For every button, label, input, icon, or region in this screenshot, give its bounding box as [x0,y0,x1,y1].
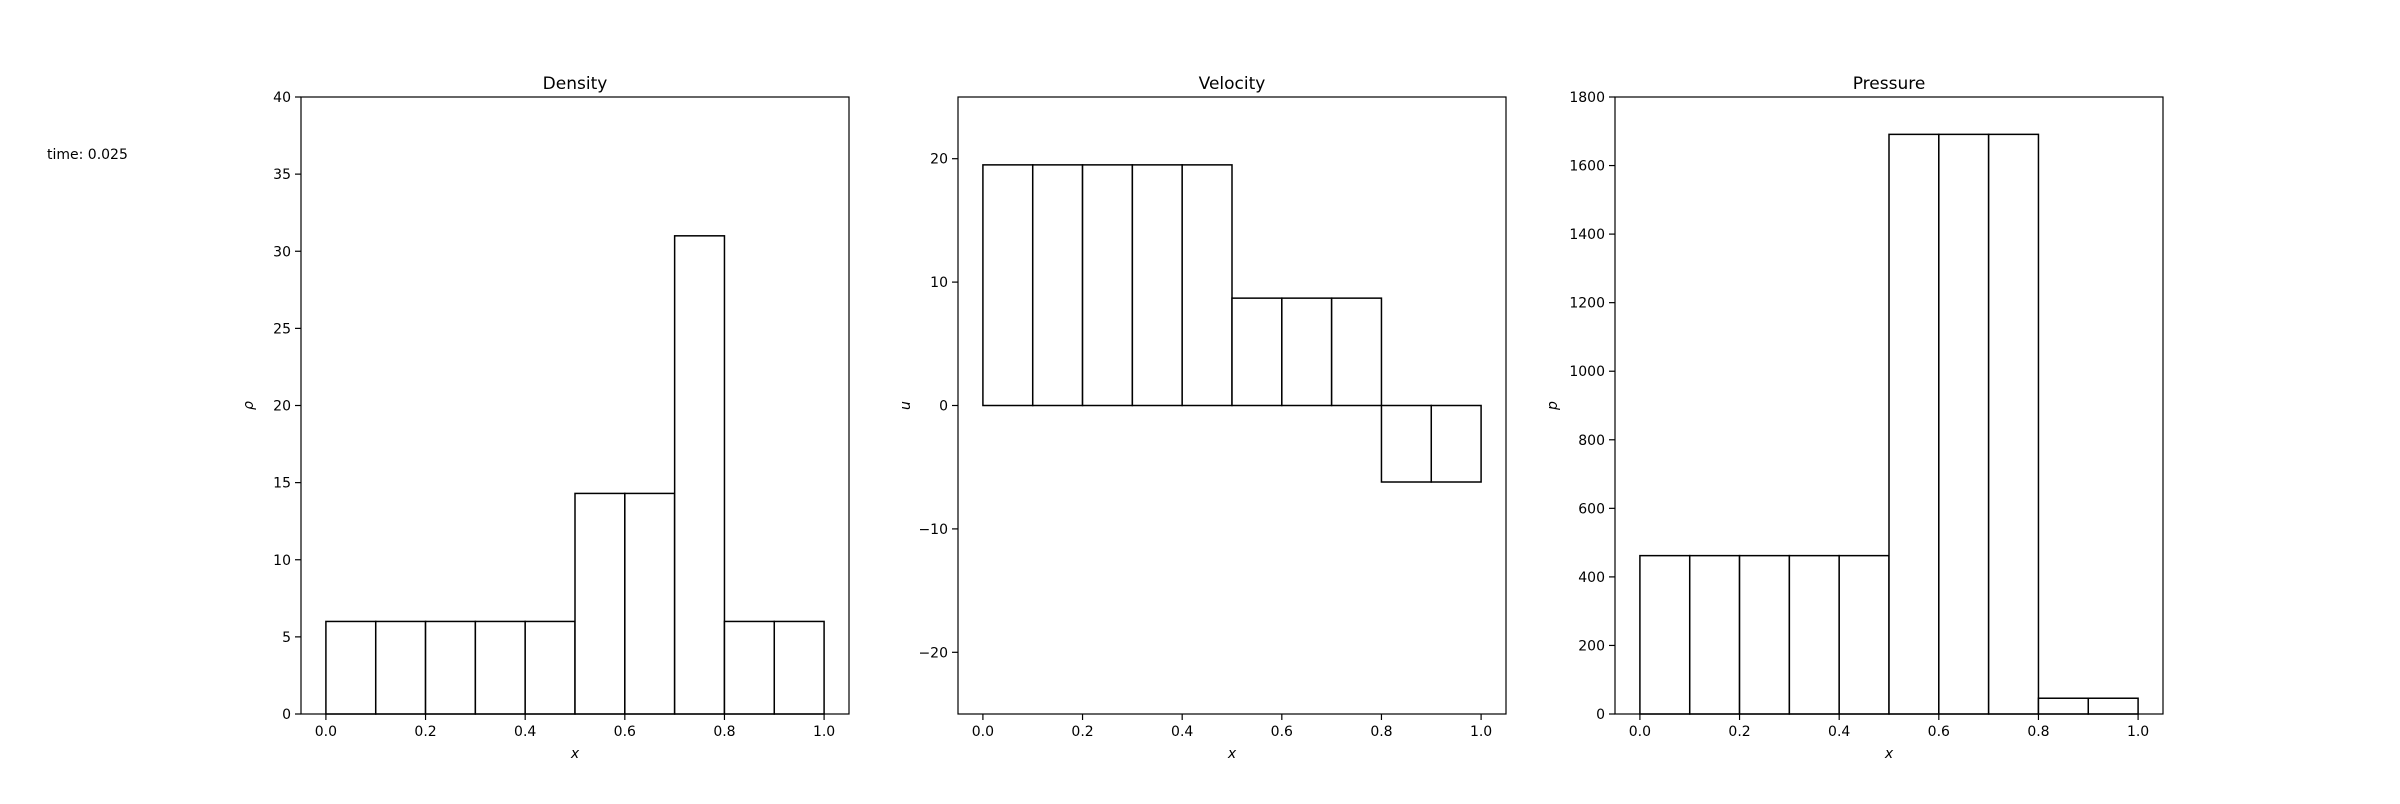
bar [574,492,626,715]
chart-panel-velocity: 0.0 0.2 0.4 0.6 0.8 1.0 −20 −10 0 10 20 Velocity x u [898,74,1507,762]
x-tick-label: 0.4 [1171,724,1193,740]
chart-title: Velocity [1199,74,1266,94]
bar [1838,554,1890,715]
bar [1688,554,1741,715]
y-tick-label: 40 [273,90,291,106]
bar [982,164,1034,407]
y-tick-label: 20 [930,152,948,168]
chart-panel-pressure: 0.0 0.2 0.4 0.6 0.8 1.0 0 200 400 600 800 1000 1200 1… [1545,74,2164,762]
bar [1281,297,1333,407]
y-axis-label: u [898,401,914,410]
bar [773,620,825,715]
axes-frame [1614,96,2164,715]
bar [1788,554,1840,715]
x-tick-label: 1.0 [813,724,835,740]
y-tick-label: 1200 [1569,296,1605,312]
x-tick-label: 0.6 [1928,724,1950,740]
y-tick-label: 0 [1596,707,1605,723]
bar [624,492,676,715]
x-tick-label: 0.8 [713,724,735,740]
time-label: time: 0.025 [47,147,128,163]
y-tick-label: 400 [1578,570,1605,586]
bar [673,235,726,715]
x-tick-label: 0.8 [1370,724,1392,740]
y-tick-label: −20 [918,645,948,661]
bar [1380,404,1433,483]
bar [1987,133,2040,715]
x-tick-label: 1.0 [2127,724,2149,740]
y-axis-label: ρ [241,401,257,410]
x-tick-label: 0.0 [972,724,994,740]
x-tick-label: 1.0 [1470,724,1492,740]
chart-panel-density: 0.0 0.2 0.4 0.6 0.8 1.0 0 5 10 15 20 25 30 35 40 Densit… [241,74,850,762]
y-tick-label: 1600 [1569,159,1605,175]
y-tick-label: 800 [1578,433,1605,449]
bar [2037,697,2090,715]
x-tick-label: 0.6 [1271,724,1293,740]
bar [1639,554,1691,715]
x-tick-label: 0.6 [614,724,636,740]
y-tick-label: 5 [282,630,291,646]
bar [1330,297,1383,407]
y-tick-label: 1800 [1569,90,1605,106]
y-tick-label: 15 [273,476,291,492]
bar [1738,554,1791,715]
bar [424,620,477,715]
chart-title: Pressure [1853,74,1926,94]
x-tick-label: 0.0 [315,724,337,740]
x-axis-label: x [570,746,580,762]
y-tick-label: 35 [273,167,291,183]
y-tick-label: 1000 [1569,364,1605,380]
y-tick-label: 10 [930,275,948,291]
chart-title: Density [543,74,608,94]
x-axis-label: x [1227,746,1237,762]
y-tick-label: 30 [273,244,291,260]
y-axis-label: p [1545,401,1561,411]
x-tick-label: 0.4 [1828,724,1850,740]
bar [374,620,427,715]
y-tick-label: 10 [273,553,291,569]
bar [1131,164,1183,407]
y-tick-label: 200 [1578,638,1605,654]
x-tick-label: 0.2 [1728,724,1750,740]
bar [325,620,377,715]
y-tick-label: 1400 [1569,227,1605,243]
y-tick-label: 600 [1578,501,1605,517]
x-tick-label: 0.2 [414,724,436,740]
bar [1081,164,1134,407]
x-tick-label: 0.0 [1629,724,1651,740]
bar [2087,697,2139,715]
bar [1938,133,1990,715]
bar [1231,297,1283,407]
y-tick-label: −10 [918,522,948,538]
y-tick-label: 0 [282,707,291,723]
x-tick-label: 0.8 [2027,724,2049,740]
x-axis-label: x [1884,746,1894,762]
bar [1181,164,1233,407]
bar [474,620,526,715]
bar [1888,133,1940,715]
bar [723,620,776,715]
x-tick-label: 0.4 [514,724,536,740]
bar [1430,404,1482,483]
x-tick-label: 0.2 [1071,724,1093,740]
bar [524,620,576,715]
y-tick-label: 25 [273,321,291,337]
y-tick-label: 0 [939,399,948,415]
bar [1031,164,1084,407]
y-tick-label: 20 [273,399,291,415]
